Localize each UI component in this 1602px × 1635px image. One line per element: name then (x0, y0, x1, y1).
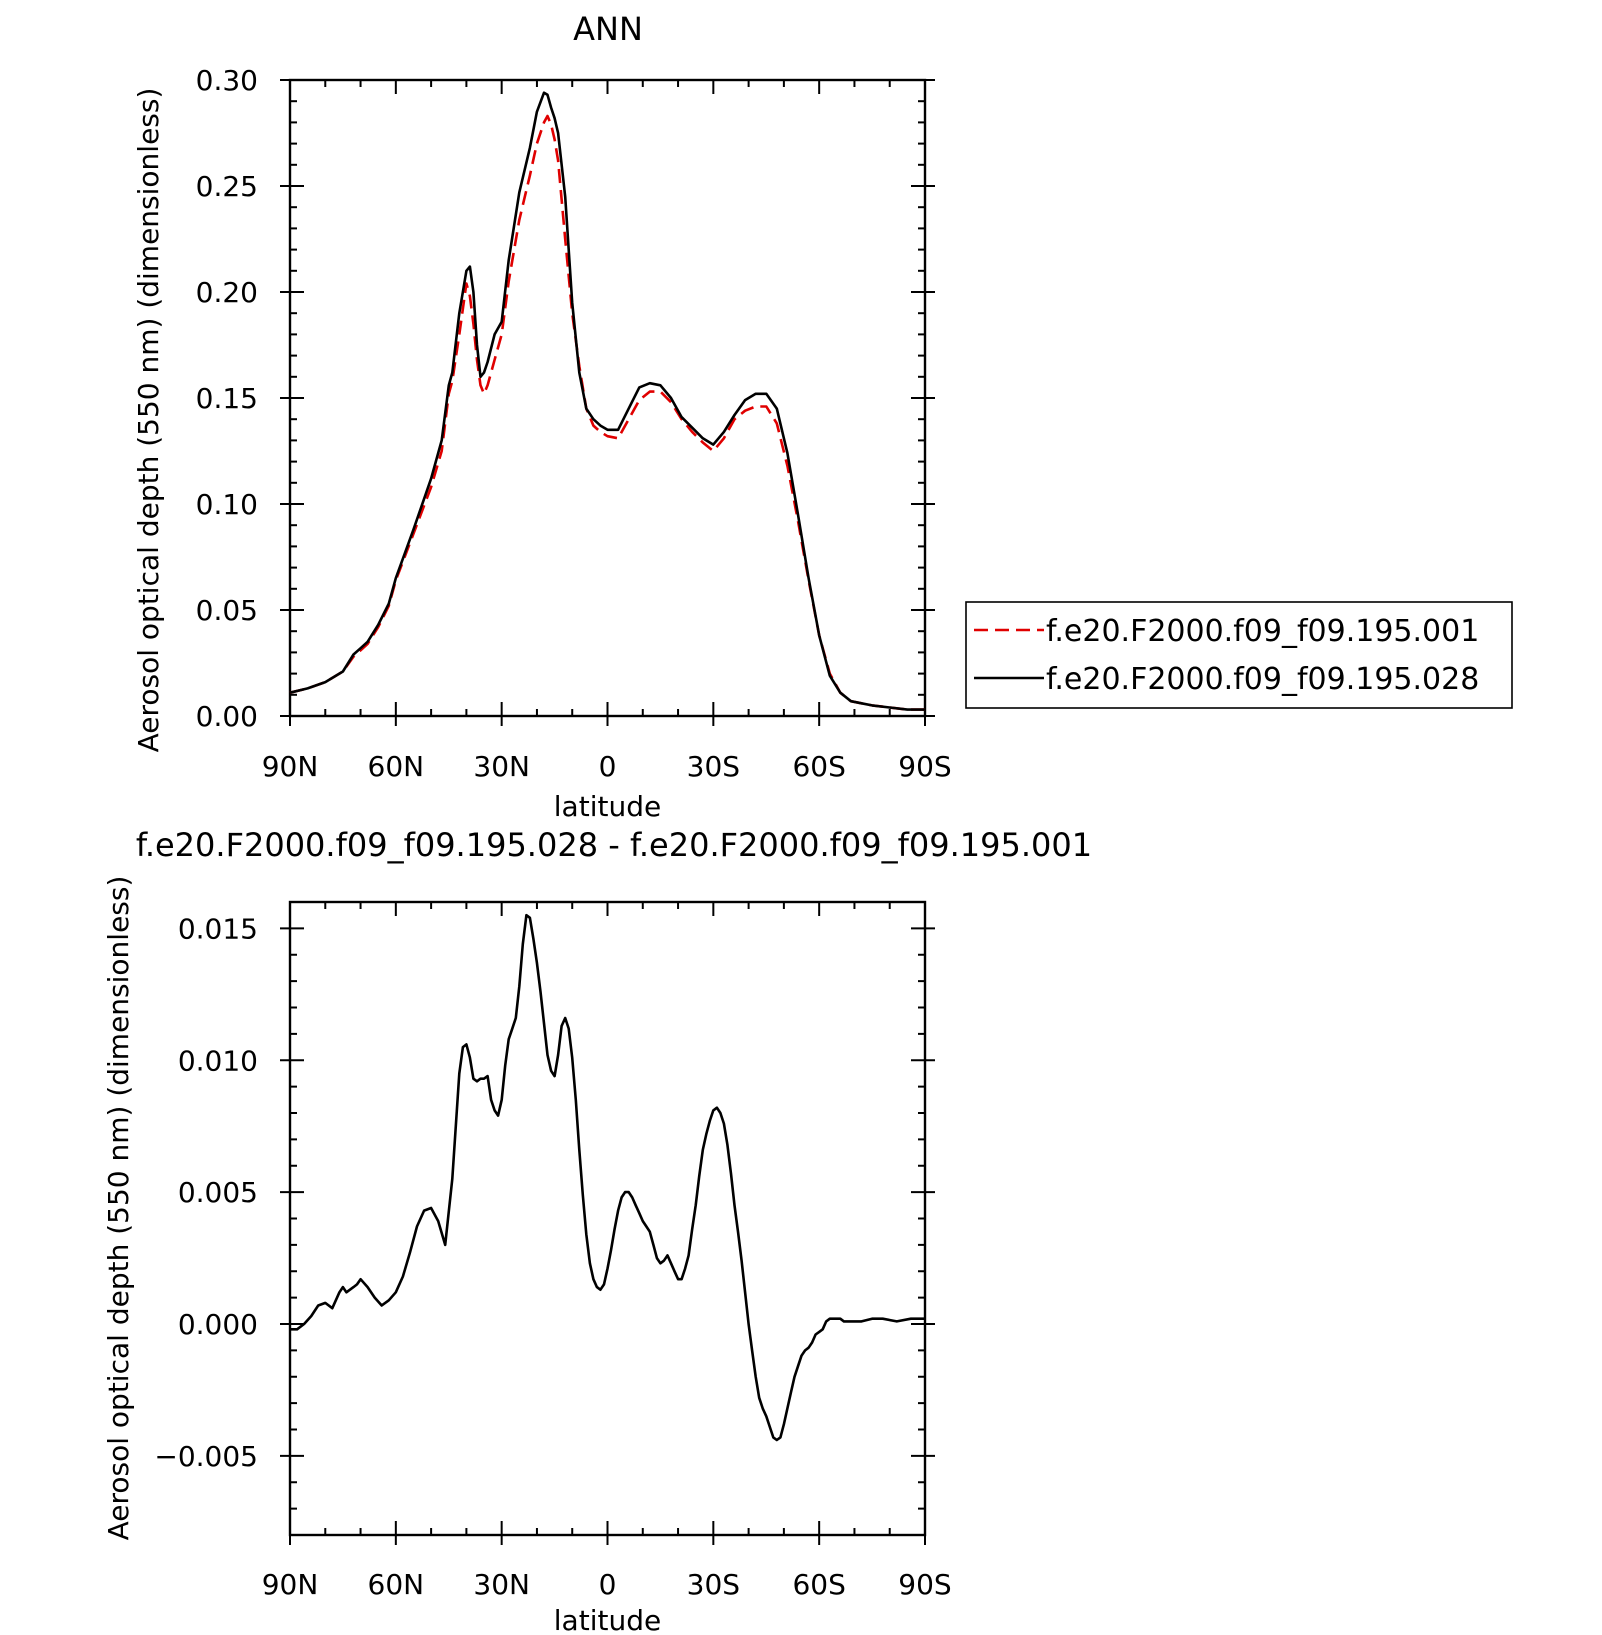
y-tick-label: 0.15 (196, 382, 258, 415)
y-tick-label: 0.20 (196, 276, 258, 309)
x-tick-label: 90N (262, 750, 319, 783)
x-tick-label: 60S (792, 1568, 845, 1601)
series-line-0 (290, 913, 925, 1442)
y-tick-label: 0.010 (178, 1044, 258, 1077)
chart-title: ANN (573, 10, 643, 48)
x-tick-label: 30N (473, 1568, 530, 1601)
y-axis-label: Aerosol optical depth (550 nm) (dimensio… (132, 88, 165, 753)
x-axis-label: latitude (554, 1604, 661, 1635)
x-tick-label: 90N (262, 1568, 319, 1601)
legend-entry-0: f.e20.F2000.f09_f09.195.001 (1046, 614, 1479, 649)
x-tick-label: 60N (368, 750, 425, 783)
y-tick-label: 0.30 (196, 64, 258, 97)
series-line-0 (289, 114, 925, 711)
legend-entry-1: f.e20.F2000.f09_f09.195.028 (1046, 662, 1479, 697)
x-tick-label: 0 (599, 750, 617, 783)
y-tick-label: 0.015 (178, 912, 258, 945)
x-axis-label: latitude (554, 790, 661, 823)
x-tick-label: 30S (687, 1568, 740, 1601)
y-tick-label: 0.05 (196, 594, 258, 627)
y-tick-label: −0.005 (154, 1440, 258, 1473)
y-tick-label: 0.000 (178, 1308, 258, 1341)
x-tick-label: 30S (687, 750, 740, 783)
legend-box (965, 601, 1513, 709)
x-tick-label: 60N (368, 1568, 425, 1601)
y-tick-label: 0.00 (196, 700, 258, 733)
bottom-panel: 90N 60N 30N 0 30S 60S 90S −0.005 0.000 0.005 0.010… (102, 826, 1092, 1635)
x-tick-label: 30N (473, 750, 530, 783)
legend: f.e20.F2000.f09_f09.195.001 f.e20.F2000.f… (965, 601, 1513, 709)
plot-frame (288, 78, 927, 718)
x-tick-label: 90S (898, 1568, 951, 1601)
x-tick-label: 90S (898, 750, 951, 783)
y-tick-label: 0.25 (196, 170, 258, 203)
y-axis-label: Aerosol optical depth (550 nm) (dimensio… (102, 876, 135, 1541)
y-tick-label: 0.005 (178, 1176, 258, 1209)
x-tick-label: 60S (792, 750, 845, 783)
top-panel: 90N 60N 30N 0 30S 60S 90S 0.00 0.05 0.10 0.15 0.20 0… (132, 10, 952, 823)
series-line-1 (289, 91, 925, 711)
x-tick-label: 0 (599, 1568, 617, 1601)
plot-frame (288, 900, 927, 1537)
y-tick-label: 0.10 (196, 488, 258, 521)
chart-title: f.e20.F2000.f09_f09.195.028 - f.e20.F200… (136, 826, 1092, 864)
